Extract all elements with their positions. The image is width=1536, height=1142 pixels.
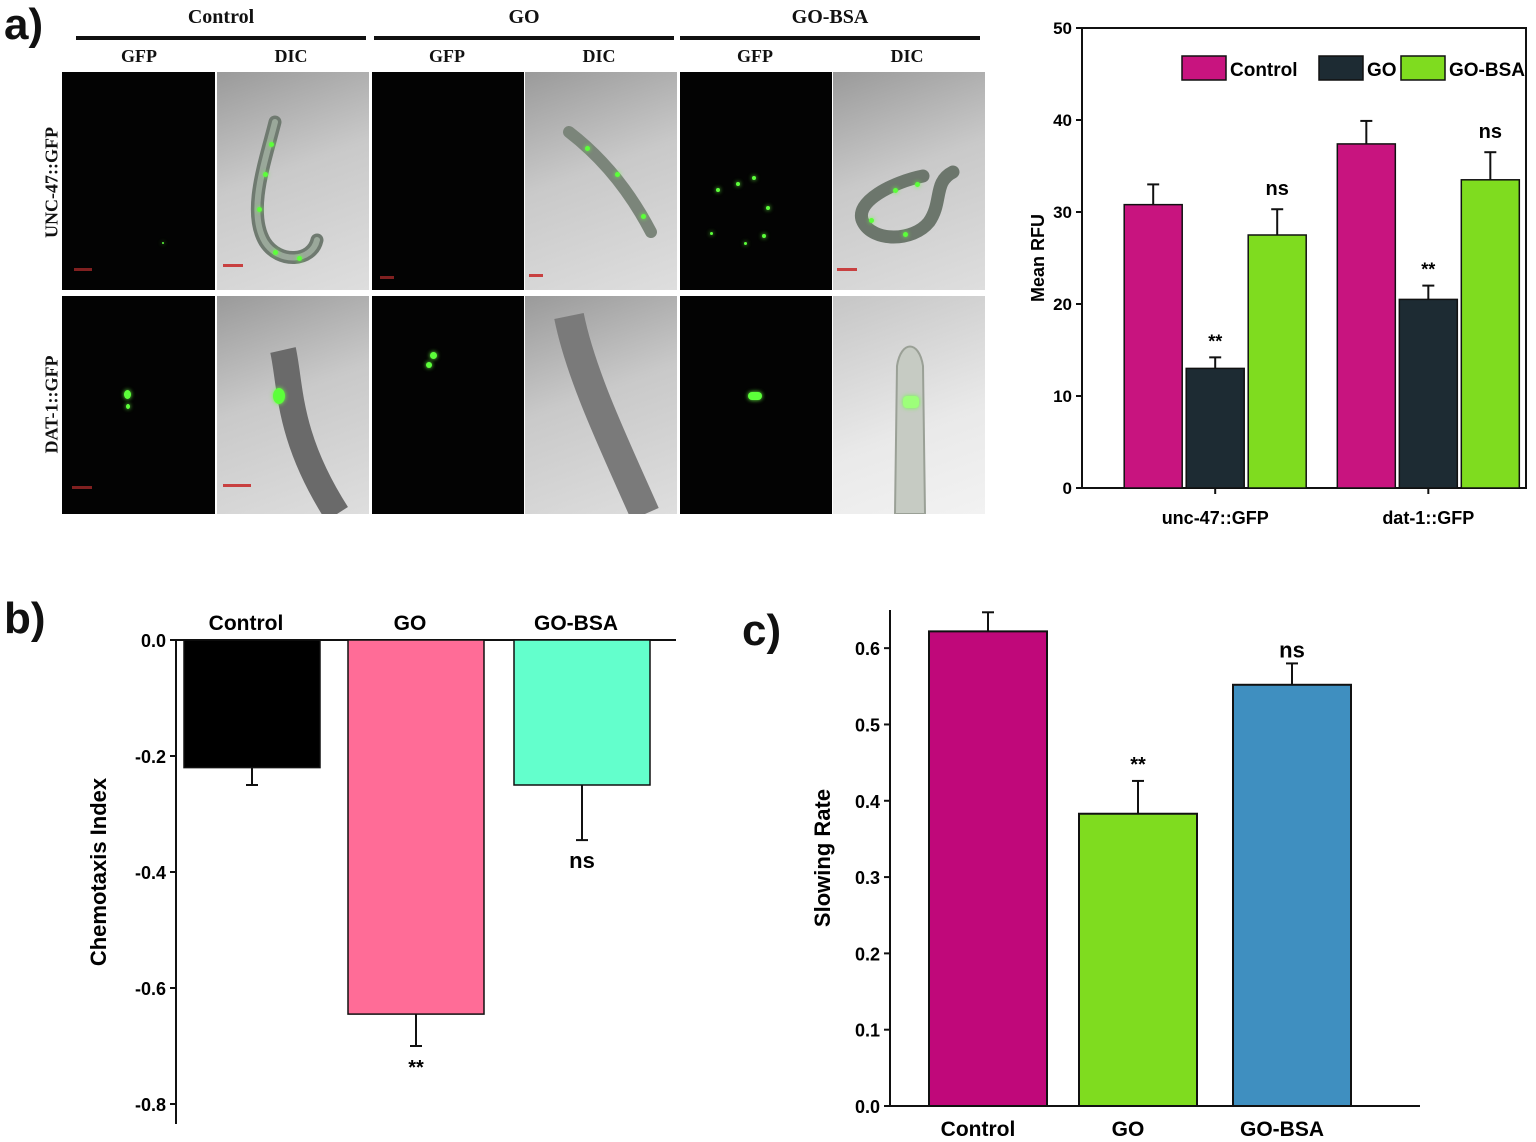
micrograph-dat1-go-gfp xyxy=(372,296,524,514)
micrograph-unc47-gobsa-dic xyxy=(833,72,985,290)
significance-label: ns xyxy=(1266,178,1289,200)
group-title-go-bsa: GO-BSA xyxy=(791,6,869,28)
micrograph-dat1-gobsa-gfp xyxy=(680,296,832,514)
y-tick-label: -0.4 xyxy=(135,863,166,883)
legend-label: Control xyxy=(1230,60,1298,81)
legend-swatch xyxy=(1181,55,1227,81)
group-title-go: GO xyxy=(508,6,540,28)
significance-label: ns xyxy=(1479,121,1502,143)
panel-label-b: b) xyxy=(4,594,46,643)
bar xyxy=(183,639,321,769)
y-axis-label: Chemotaxis Index xyxy=(86,777,111,966)
micrograph-unc47-control-dic xyxy=(217,72,369,290)
bar xyxy=(1460,179,1521,489)
group-rule-control xyxy=(76,36,366,40)
channel-label-dic: DIC xyxy=(274,46,308,66)
significance-label: ** xyxy=(1421,260,1435,280)
micrograph-dat1-go-dic xyxy=(525,296,677,514)
micrograph-unc47-go-gfp xyxy=(372,72,524,290)
y-tick-label: 40 xyxy=(1053,111,1072,130)
chart-b-chemotaxis-index: 0.0 -0.2 -0.4 -0.6 -0.8 Chemotaxis Index Contr… xyxy=(86,612,676,1124)
channel-label-dic: DIC xyxy=(582,46,616,66)
micrograph-unc47-go-dic xyxy=(525,72,677,290)
y-tick-label: 0.5 xyxy=(855,715,880,735)
y-tick-label: 0.1 xyxy=(855,1021,880,1041)
y-tick-label: 50 xyxy=(1053,19,1072,38)
bar xyxy=(1185,367,1245,489)
y-tick-label: 0.4 xyxy=(855,792,880,812)
y-axis-label: Mean RFU xyxy=(1028,214,1048,302)
significance-label: ** xyxy=(1130,754,1146,776)
bar xyxy=(1232,683,1352,1108)
y-tick-label: 0.6 xyxy=(855,639,880,659)
y-tick-label: 20 xyxy=(1053,295,1072,314)
panel-label-c: c) xyxy=(742,606,782,655)
legend-label: GO xyxy=(1367,60,1397,81)
significance-label: ns xyxy=(1279,637,1305,662)
y-tick-label: 0.0 xyxy=(855,1097,880,1117)
micrograph-dat1-control-gfp xyxy=(62,296,215,514)
bar xyxy=(513,639,651,786)
micrograph-dat1-control-dic xyxy=(217,296,369,514)
group-title-control: Control xyxy=(187,6,255,28)
bar xyxy=(1078,812,1198,1107)
y-tick-label: -0.8 xyxy=(135,1095,166,1115)
micrograph-unc47-control-gfp xyxy=(62,72,215,290)
x-tick-label: Control xyxy=(941,1118,1016,1141)
y-tick-label: -0.2 xyxy=(135,747,166,767)
row-label-dat-1: DAT-1::GFP xyxy=(41,355,62,454)
y-tick-label: 10 xyxy=(1053,387,1072,406)
y-axis-label: Slowing Rate xyxy=(810,789,835,927)
row-label-unc-47: UNC-47::GFP xyxy=(41,127,62,238)
y-tick-label: 0.3 xyxy=(855,868,880,888)
channel-label-gfp: GFP xyxy=(121,46,157,66)
bar xyxy=(1398,298,1459,489)
channel-label-dic: DIC xyxy=(890,46,924,66)
bar xyxy=(1247,234,1307,489)
x-tick-label: dat-1::GFP xyxy=(1382,508,1474,528)
legend-label: GO-BSA xyxy=(1449,60,1525,81)
significance-label: ** xyxy=(1208,331,1222,351)
legend-swatch xyxy=(1400,55,1446,81)
y-tick-label: 0.0 xyxy=(141,631,166,651)
micrograph-unc47-gobsa-gfp xyxy=(680,72,832,290)
x-tick-label: GO xyxy=(1112,1118,1145,1141)
bar xyxy=(347,639,485,1015)
y-tick-label: 30 xyxy=(1053,203,1072,222)
y-tick-label: 0.2 xyxy=(855,944,880,964)
x-tick-label: GO-BSA xyxy=(1240,1118,1324,1141)
micrograph-grid: Control GO GO-BSA GFP DIC GFP DIC GFP DI… xyxy=(28,0,1028,520)
group-rule-go xyxy=(374,36,674,40)
group-rule-go-bsa xyxy=(680,36,980,40)
y-tick-label: -0.6 xyxy=(135,979,166,999)
significance-label: ns xyxy=(569,848,595,873)
bar xyxy=(1123,203,1183,489)
x-tick-label: unc-47::GFP xyxy=(1162,508,1269,528)
panel-label-a: a) xyxy=(4,0,44,49)
legend-swatch xyxy=(1318,55,1364,81)
x-tick-label: Control xyxy=(209,612,284,635)
chart-c-slowing-rate: 0.0 0.1 0.2 0.3 0.4 0.5 0.6 Slowing Rate Control… xyxy=(810,610,1420,1141)
bar xyxy=(928,630,1048,1108)
channel-label-gfp: GFP xyxy=(429,46,465,66)
y-tick-label: 0 xyxy=(1063,479,1072,498)
micrograph-dat1-gobsa-dic xyxy=(833,296,985,514)
significance-label: ** xyxy=(408,1057,424,1079)
x-tick-label: GO xyxy=(394,612,427,635)
channel-label-gfp: GFP xyxy=(737,46,773,66)
x-tick-label: GO-BSA xyxy=(534,612,618,635)
bar xyxy=(1336,143,1397,489)
